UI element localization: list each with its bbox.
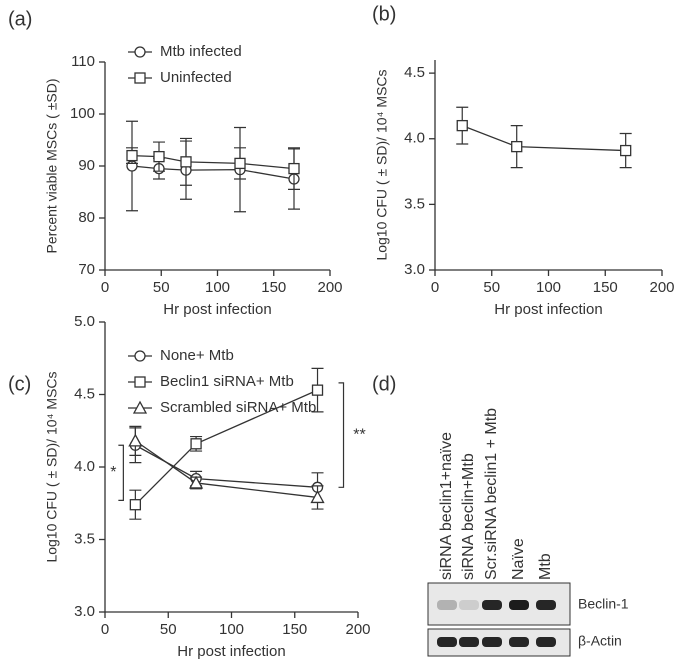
x-tick-label: 200 xyxy=(345,621,370,638)
band xyxy=(459,600,479,610)
marker xyxy=(310,490,325,504)
y-tick-label: 4.0 xyxy=(74,458,95,475)
y-tick-label: 3.0 xyxy=(404,261,425,278)
band-label: β-Actin xyxy=(578,633,622,649)
marker xyxy=(126,149,138,162)
marker xyxy=(288,162,300,175)
y-tick-label: 3.5 xyxy=(404,195,425,212)
band xyxy=(459,637,479,647)
x-tick-label: 0 xyxy=(101,621,109,638)
y-tick-label: 4.5 xyxy=(74,385,95,402)
y-tick-label: 110 xyxy=(71,53,95,70)
marker xyxy=(234,157,246,170)
band xyxy=(536,637,556,647)
y-tick-label: 100 xyxy=(70,105,95,122)
annotation: * xyxy=(110,464,116,481)
x-tick-label: 50 xyxy=(160,621,177,638)
marker xyxy=(511,140,523,153)
band xyxy=(509,600,529,610)
legend-label: Beclin1 siRNA+ Mtb xyxy=(160,373,294,390)
legend-marker xyxy=(132,400,148,414)
y-axis-label: Percent viable MSCs ( ±SD) xyxy=(44,79,60,254)
band xyxy=(482,600,502,610)
lane-label: Mtb xyxy=(537,553,554,580)
panel-label: (b) xyxy=(372,3,396,25)
band xyxy=(482,637,502,647)
legend-marker xyxy=(134,376,146,388)
x-axis-label: Hr post infection xyxy=(163,301,271,318)
x-tick-label: 100 xyxy=(219,621,244,638)
x-axis-label: Hr post infection xyxy=(494,301,602,318)
marker xyxy=(188,475,204,489)
marker xyxy=(620,144,632,157)
x-tick-label: 200 xyxy=(649,279,674,296)
x-tick-label: 50 xyxy=(483,279,500,296)
marker xyxy=(190,438,202,450)
y-tick-label: 80 xyxy=(78,209,95,226)
y-tick-label: 3.0 xyxy=(74,603,95,620)
band xyxy=(437,600,457,610)
legend-marker xyxy=(134,350,146,362)
y-axis-label: Log10 CFU ( ± SD)/ 10⁴ MSCs xyxy=(44,371,60,562)
x-tick-label: 50 xyxy=(153,279,170,296)
band-label: Beclin-1 xyxy=(578,596,629,612)
legend-label: Scrambled siRNA+ Mtb xyxy=(160,399,316,416)
annotation: ** xyxy=(353,426,365,443)
panel-label: (c) xyxy=(8,373,31,395)
x-tick-label: 150 xyxy=(282,621,307,638)
x-tick-label: 0 xyxy=(431,279,439,296)
y-axis-label: Log10 CFU ( ± SD)/ 10⁴ MSCs xyxy=(374,69,390,260)
y-tick-label: 3.5 xyxy=(74,530,95,547)
marker xyxy=(311,384,324,396)
legend-marker xyxy=(134,72,146,84)
lane-label: Naïve xyxy=(510,538,527,580)
x-tick-label: 100 xyxy=(536,279,561,296)
marker xyxy=(456,119,468,132)
band xyxy=(437,637,457,647)
band xyxy=(509,637,529,647)
band xyxy=(536,600,556,610)
panel-label: (d) xyxy=(372,373,396,395)
legend-label: None+ Mtb xyxy=(160,347,234,364)
x-tick-label: 200 xyxy=(317,279,342,296)
x-tick-label: 150 xyxy=(261,279,286,296)
x-axis-label: Hr post infection xyxy=(177,643,285,660)
y-tick-label: 90 xyxy=(78,157,95,174)
marker xyxy=(180,156,192,168)
y-tick-label: 4.5 xyxy=(404,64,425,81)
marker xyxy=(153,150,165,163)
y-tick-label: 70 xyxy=(78,261,95,278)
y-tick-label: 5.0 xyxy=(74,313,95,330)
legend-marker xyxy=(134,46,146,58)
lane-label: Scr.siRNA beclin1 + Mtb xyxy=(483,408,500,580)
marker xyxy=(129,499,142,511)
x-tick-label: 100 xyxy=(205,279,230,296)
series-line xyxy=(462,125,626,152)
series-line xyxy=(135,444,318,488)
y-tick-label: 4.0 xyxy=(404,130,425,147)
x-tick-label: 0 xyxy=(101,279,109,296)
legend-label: Uninfected xyxy=(160,69,232,86)
series-line xyxy=(134,440,318,499)
legend-label: Mtb infected xyxy=(160,43,242,60)
lane-label: siRNA beclin1+naïve xyxy=(438,432,455,580)
lane-label: siRNA beclin+Mtb xyxy=(460,453,477,580)
panel-label: (a) xyxy=(8,8,32,30)
significance-bracket xyxy=(118,444,124,501)
x-tick-label: 150 xyxy=(593,279,618,296)
significance-bracket xyxy=(338,382,345,488)
marker xyxy=(128,433,143,447)
